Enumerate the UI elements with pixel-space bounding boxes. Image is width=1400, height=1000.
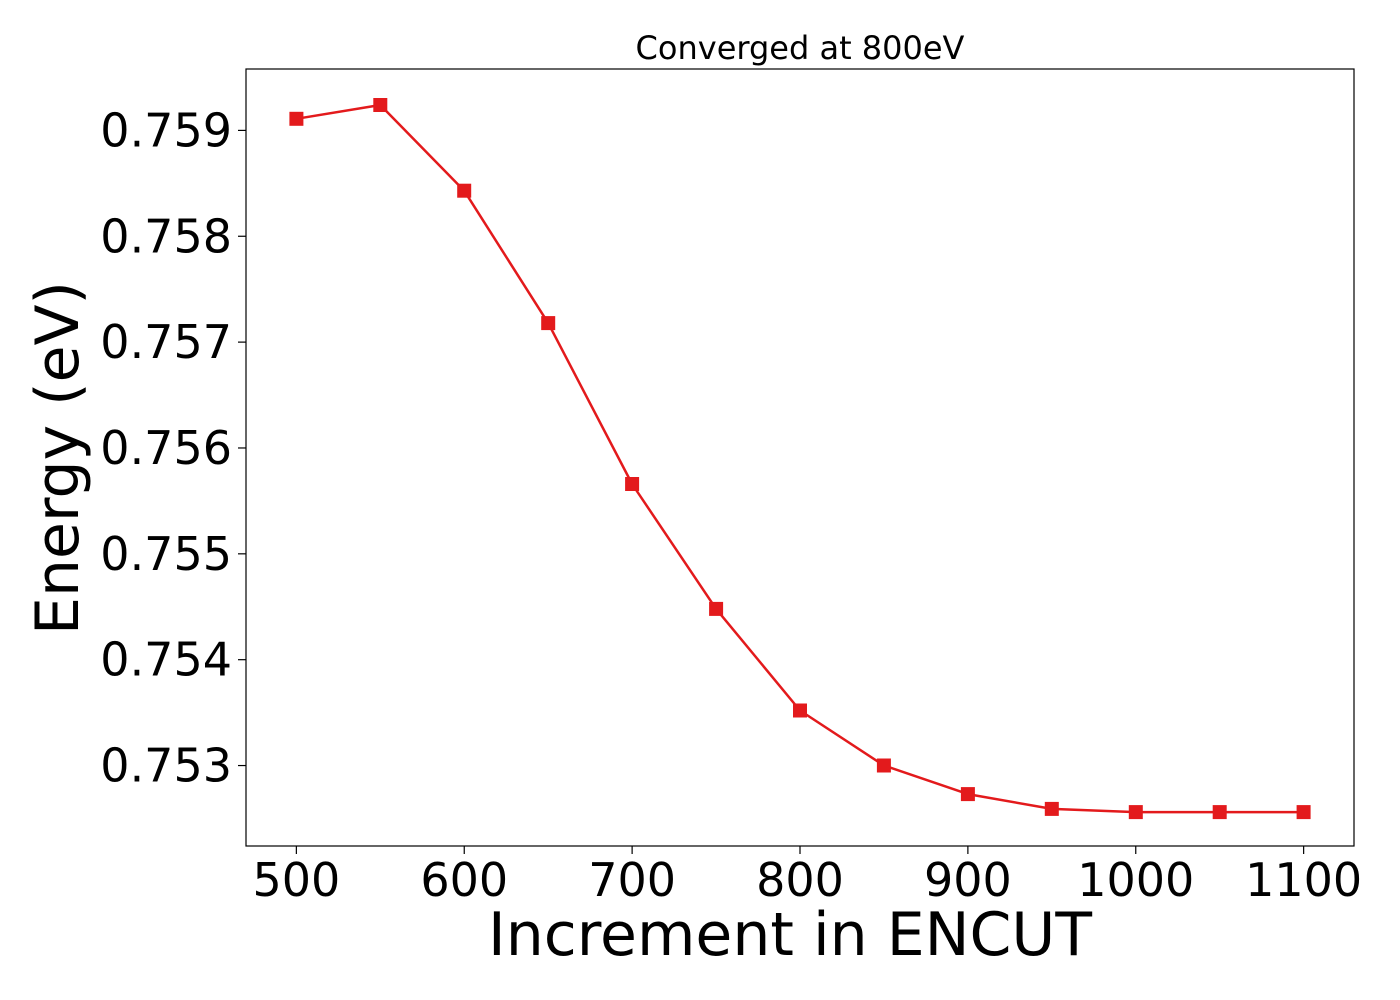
y-axis: 0.753 0.754 0.755 0.756 0.757 0.758 0.759 xyxy=(100,103,246,793)
x-tick-label: 600 xyxy=(420,853,508,907)
data-point-marker xyxy=(1128,805,1143,820)
chart-title: Converged at 800eV xyxy=(636,29,965,67)
y-tick-label: 0.755 xyxy=(100,527,232,581)
y-tick-label: 0.757 xyxy=(100,315,232,369)
y-axis-label: Energy (eV) xyxy=(23,281,93,635)
data-point-marker xyxy=(1212,805,1227,820)
x-axis: 500 600 700 800 900 1000 1100 xyxy=(252,846,1362,907)
data-point-marker xyxy=(541,316,556,331)
data-point-marker xyxy=(373,98,388,112)
data-point-marker xyxy=(1296,805,1311,820)
data-point-marker xyxy=(876,758,891,773)
y-tick-label: 0.758 xyxy=(100,209,232,263)
data-point-marker xyxy=(793,703,807,718)
y-tick-label: 0.753 xyxy=(100,739,232,793)
data-point-marker xyxy=(1044,801,1059,816)
x-tick-label: 500 xyxy=(252,853,340,907)
data-point-marker xyxy=(960,787,975,802)
data-point-marker xyxy=(289,111,304,126)
x-tick-label: 800 xyxy=(756,853,844,907)
y-tick-label: 0.754 xyxy=(100,633,232,687)
x-axis-label: Increment in ENCUT xyxy=(488,900,1092,970)
y-tick-label: 0.759 xyxy=(100,103,232,157)
x-tick-label: 700 xyxy=(588,853,676,907)
data-point-marker xyxy=(625,477,640,491)
data-point-marker xyxy=(457,183,472,198)
x-tick-label: 1000 xyxy=(1077,853,1194,907)
plot-area-frame xyxy=(245,68,1355,847)
x-tick-label: 900 xyxy=(924,853,1012,907)
data-point-marker xyxy=(709,601,724,616)
series-markers xyxy=(289,98,1311,820)
x-tick-label: 1100 xyxy=(1245,853,1362,907)
y-tick-label: 0.756 xyxy=(100,421,232,475)
